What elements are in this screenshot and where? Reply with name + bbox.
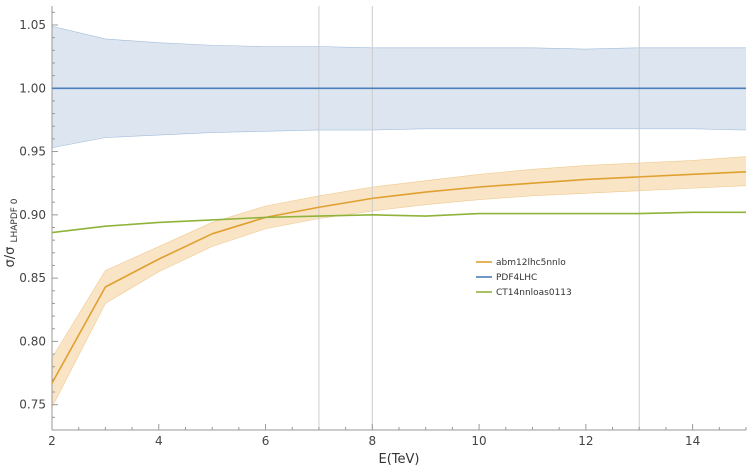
y-axis-label-main: σ/σ <box>3 247 18 268</box>
series-lines <box>51 87 747 384</box>
y-axis-label-subscript: LHAPDF 0 <box>10 198 20 242</box>
x-tick-label: 14 <box>685 434 700 448</box>
x-tick-label: 10 <box>471 434 486 448</box>
legend-label-abm12lhc5nnlo: abm12lhc5nnlo <box>496 258 566 268</box>
y-tick-label: 0.95 <box>19 145 46 159</box>
band-upper-edge-pdf4lhc <box>51 25 746 50</box>
band-lower-edge-abm12lhc5nnlo <box>51 185 747 408</box>
band-upper-edge-abm12lhc5nnlo <box>51 156 747 359</box>
y-axis-ticks: 0.75 0.80 0.85 0.90 0.95 1.00 1.05 <box>19 11 58 431</box>
uncertainty-bands <box>51 25 747 408</box>
x-axis-label: E(TeV) <box>379 452 420 467</box>
y-tick-label: 0.85 <box>19 271 46 285</box>
y-tick-label: 0.75 <box>19 398 46 412</box>
series-line-abm12lhc5nnlo <box>51 171 747 384</box>
y-tick-label: 1.00 <box>19 81 46 95</box>
x-axis-ticks: 2 4 6 8 10 12 14 <box>48 424 747 448</box>
x-tick-label: 12 <box>578 434 593 448</box>
x-tick-label: 2 <box>48 434 56 448</box>
y-axis-label: σ/σ LHAPDF 0 <box>3 198 20 267</box>
band-abm12lhc5nnlo <box>52 156 746 408</box>
x-tick-label: 8 <box>368 434 376 448</box>
series-line-ct14nnloas0113 <box>51 211 746 234</box>
x-tick-label: 4 <box>155 434 163 448</box>
y-tick-label: 1.05 <box>19 18 46 32</box>
x-tick-label: 6 <box>262 434 270 448</box>
vertical-reference-lines <box>318 6 640 430</box>
legend-label-pdf4lhc: PDF4LHC <box>496 273 537 283</box>
legend: abm12lhc5nnlo PDF4LHC CT14nnloas0113 <box>476 258 572 298</box>
band-pdf4lhc <box>52 26 746 148</box>
y-tick-label: 0.90 <box>19 208 46 222</box>
y-tick-label: 0.80 <box>19 334 46 348</box>
band-lower-edge-pdf4lhc <box>51 128 747 149</box>
legend-label-ct14nnloas0113: CT14nnloas0113 <box>496 288 572 298</box>
